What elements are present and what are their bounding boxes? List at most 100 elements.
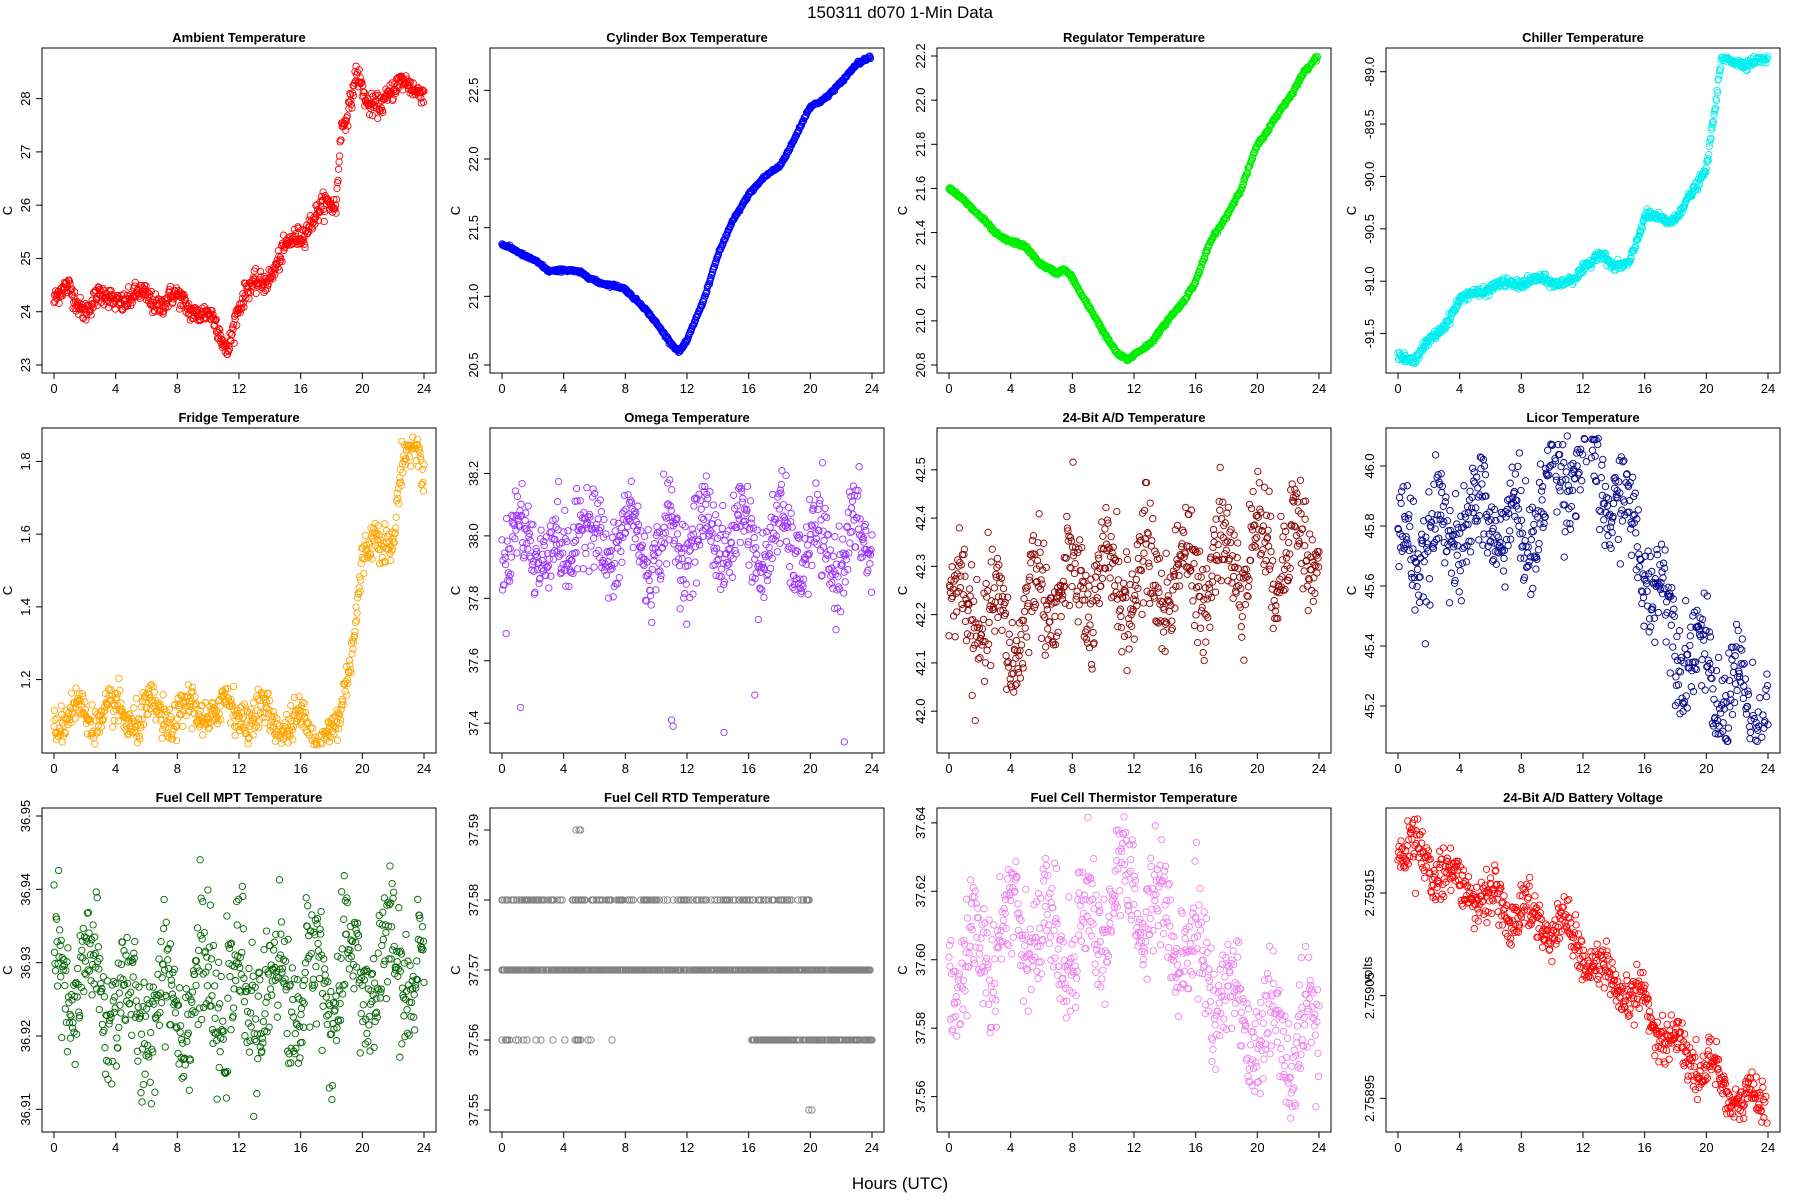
- data-point: [862, 526, 870, 535]
- data-point: [1189, 597, 1197, 605]
- data-point: [822, 550, 830, 558]
- figure-title: 150311 d070 1-Min Data: [807, 3, 993, 22]
- data-point: [680, 594, 688, 602]
- data-point: [335, 152, 344, 160]
- x-tick-label: 24: [417, 761, 431, 776]
- plot-frame: [489, 427, 885, 754]
- data-point: [650, 540, 658, 548]
- data-point: [524, 502, 532, 510]
- data-point: [91, 740, 99, 748]
- data-point: [1202, 638, 1210, 646]
- data-point: [968, 691, 976, 700]
- y-tick-label: 21.6: [913, 176, 928, 201]
- data-point: [711, 511, 720, 519]
- data-point: [332, 195, 341, 204]
- data-point: [1140, 549, 1148, 557]
- data-point: [360, 569, 368, 578]
- data-point: [644, 526, 652, 534]
- data-point: [513, 492, 522, 501]
- x-tick-label: 4: [560, 761, 567, 776]
- data-point: [229, 682, 238, 691]
- data-point: [717, 585, 725, 594]
- data-point: [294, 224, 303, 232]
- data-point: [132, 694, 140, 703]
- data-point: [1190, 559, 1198, 568]
- data-point: [269, 274, 277, 283]
- data-point: [1084, 590, 1092, 598]
- data-point: [629, 543, 637, 552]
- data-point: [750, 534, 758, 542]
- data-point: [682, 580, 690, 588]
- data-point: [1023, 583, 1031, 591]
- data-point: [314, 217, 323, 225]
- data-point: [784, 503, 793, 512]
- data-point: [823, 513, 831, 522]
- data-point: [561, 506, 569, 514]
- x-axis-title: Hours (UTC): [852, 1174, 948, 1193]
- x-tick-label: 24: [865, 761, 879, 776]
- data-point: [281, 718, 289, 727]
- outlier-point: [720, 728, 728, 737]
- x-tick-label: 12: [680, 761, 694, 776]
- y-axis: 37.437.637.838.038.2: [466, 461, 491, 736]
- data-point: [1071, 559, 1079, 568]
- data-point: [1035, 510, 1043, 518]
- data-point: [109, 723, 117, 731]
- data-point: [655, 559, 663, 567]
- data-point: [1206, 623, 1214, 631]
- x-tick-label: 8: [622, 381, 629, 396]
- series-points: [50, 433, 428, 749]
- x-tick-label: 12: [232, 761, 246, 776]
- y-tick-label: 1.4: [18, 598, 33, 616]
- data-point: [839, 535, 847, 543]
- data-point: [1002, 652, 1010, 660]
- data-point: [828, 578, 836, 587]
- data-point: [747, 515, 756, 523]
- data-point: [663, 560, 671, 568]
- x-tick-label: 12: [1576, 381, 1590, 396]
- data-point: [287, 701, 295, 710]
- data-point: [257, 273, 265, 281]
- data-point: [193, 305, 202, 314]
- data-point: [180, 291, 188, 300]
- x-tick-label: 16: [741, 761, 755, 776]
- data-point: [1029, 532, 1038, 540]
- x-tick-label: 16: [293, 381, 307, 396]
- data-point: [181, 296, 189, 304]
- x-axis: 0 4 8 12 16 20 24: [50, 752, 431, 776]
- data-point: [412, 457, 420, 465]
- data-point: [832, 626, 840, 634]
- data-point: [188, 725, 196, 733]
- data-point: [392, 513, 400, 521]
- data-point: [131, 278, 139, 286]
- data-point: [709, 501, 718, 509]
- y-axis-title: C: [448, 586, 463, 595]
- data-point: [231, 731, 239, 740]
- data-point: [368, 555, 376, 563]
- data-point: [331, 205, 339, 213]
- data-point: [804, 590, 812, 598]
- data-point: [1162, 549, 1170, 557]
- x-tick-label: 24: [1761, 381, 1775, 396]
- data-point: [343, 112, 351, 120]
- data-point: [1098, 574, 1107, 583]
- data-point: [239, 299, 248, 307]
- data-point: [743, 482, 752, 491]
- data-point: [1041, 651, 1049, 659]
- data-point: [1168, 624, 1176, 633]
- y-tick-label: 20.5: [466, 352, 481, 377]
- data-point: [991, 627, 999, 635]
- data-point: [766, 564, 775, 573]
- data-point: [729, 491, 738, 499]
- data-point: [530, 567, 538, 575]
- panel-title: Omega Temperature: [624, 410, 749, 425]
- data-point: [517, 500, 525, 508]
- data-point: [1054, 628, 1062, 637]
- x-tick-label: 16: [1637, 381, 1651, 396]
- data-point: [982, 579, 990, 588]
- data-point: [1005, 630, 1013, 638]
- data-point: [961, 572, 969, 580]
